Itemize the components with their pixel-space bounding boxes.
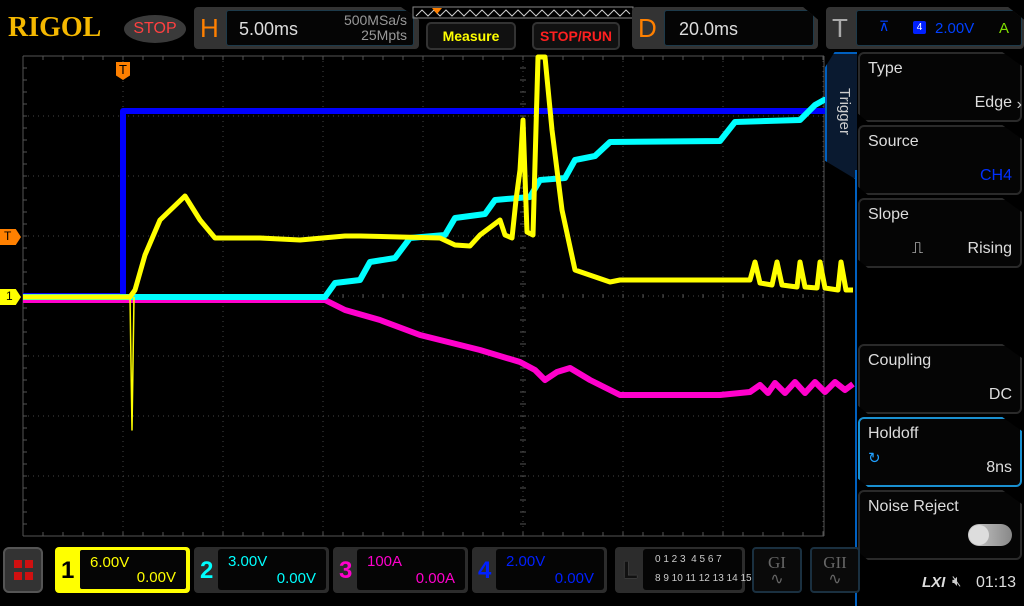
trigger-settings[interactable]: T ⊼ 4 2.00V A bbox=[826, 7, 1024, 49]
ch3-offset: 0.00A bbox=[415, 570, 455, 587]
sample-rate: 500MSa/s bbox=[343, 12, 407, 28]
ch3-scale: 100A bbox=[367, 553, 403, 570]
holdoff-menu-item[interactable]: Holdoff ↻ 8ns bbox=[858, 417, 1022, 487]
noise-reject-label: Noise Reject bbox=[868, 498, 959, 515]
speaker-muted-icon[interactable]: 🔇︎ bbox=[952, 573, 962, 590]
logic-channels-row1: 0 1 2 3 4 5 6 7 bbox=[655, 554, 722, 565]
coupling-menu-item[interactable]: Coupling DC bbox=[858, 344, 1022, 414]
trigger-tab-label: Trigger bbox=[836, 88, 853, 135]
generator-1-button[interactable]: GI ∿ bbox=[752, 547, 802, 593]
measure-button[interactable]: Measure bbox=[426, 22, 516, 50]
lxi-icon[interactable]: LXI bbox=[922, 574, 946, 591]
source-value: CH4 bbox=[979, 167, 1012, 184]
holdoff-label: Holdoff bbox=[868, 425, 919, 442]
ch3-trace bbox=[23, 297, 855, 398]
ch1-offset-marker[interactable]: 1 bbox=[0, 289, 21, 305]
ch4-settings[interactable]: 4 2.00V 0.00V bbox=[472, 547, 607, 593]
trigger-mode: A bbox=[998, 20, 1009, 37]
trigger-level: 2.00V bbox=[935, 20, 975, 37]
logic-channels-row2: 8 9 10 11 12 13 14 15 bbox=[655, 573, 752, 584]
ch4-label: 4 bbox=[478, 557, 492, 584]
ch4-trace bbox=[23, 108, 853, 299]
rigol-logo: RIGOL bbox=[8, 12, 102, 43]
ch4-scale: 2.00V bbox=[506, 553, 546, 570]
noise-reject-menu-item[interactable]: Noise Reject bbox=[858, 490, 1022, 560]
waveform-display[interactable] bbox=[0, 50, 858, 542]
trigger-label: T bbox=[832, 13, 848, 43]
logic-label: L bbox=[623, 557, 638, 584]
waveform-memory-overview bbox=[412, 6, 634, 19]
rising-edge-icon: ⊼ bbox=[879, 18, 890, 34]
ch1-trace bbox=[23, 54, 853, 300]
ch2-settings[interactable]: 2 3.00V 0.00V bbox=[194, 547, 329, 593]
ch1-scale: 6.00V bbox=[90, 554, 130, 571]
ch1-glitch bbox=[129, 296, 135, 431]
stop-run-button[interactable]: STOP/RUN bbox=[532, 22, 620, 50]
ch3-label: 3 bbox=[339, 557, 353, 584]
generator-2-label: GII bbox=[823, 553, 847, 572]
slope-value: Rising bbox=[967, 240, 1012, 257]
menu-border bbox=[855, 170, 857, 606]
source-menu-item[interactable]: Source CH4 bbox=[858, 125, 1022, 195]
generator-2-button[interactable]: GII ∿ bbox=[810, 547, 860, 593]
knob-icon: ↻ bbox=[868, 450, 881, 467]
ch3-settings[interactable]: 3 100A 0.00A bbox=[333, 547, 468, 593]
horizontal-label: H bbox=[200, 13, 219, 43]
ch2-label: 2 bbox=[200, 557, 214, 584]
type-label: Type bbox=[868, 60, 903, 77]
slope-label: Slope bbox=[868, 206, 909, 223]
trigger-menu-tab[interactable]: Trigger bbox=[825, 52, 857, 180]
chevron-right-icon: › bbox=[1016, 96, 1022, 113]
generator-1-label: GI bbox=[768, 553, 786, 572]
trigger-level-marker[interactable]: T bbox=[0, 229, 21, 245]
run-state-badge[interactable]: STOP bbox=[124, 15, 186, 43]
holdoff-value: 8ns bbox=[986, 459, 1012, 476]
coupling-label: Coupling bbox=[868, 352, 932, 369]
type-value: Edge bbox=[974, 94, 1012, 111]
app-menu-button[interactable] bbox=[3, 547, 43, 593]
timebase-value: 5.00ms bbox=[239, 19, 299, 39]
source-label: Source bbox=[868, 133, 919, 150]
ch1-offset: 0.00V bbox=[136, 569, 176, 586]
sine-wave-icon: ∿ bbox=[770, 571, 784, 588]
ch2-offset: 0.00V bbox=[276, 570, 316, 587]
ch2-scale: 3.00V bbox=[228, 553, 268, 570]
memory-depth: 25Mpts bbox=[361, 27, 407, 43]
delay-value: 20.0ms bbox=[679, 19, 739, 39]
ch1-settings[interactable]: 1 6.00V 0.00V bbox=[55, 547, 190, 593]
slope-menu-item[interactable]: Slope ⎍ Rising bbox=[858, 198, 1022, 268]
trigger-source-badge: 4 bbox=[913, 21, 926, 34]
clock-time: 01:13 bbox=[976, 574, 1017, 591]
delay-label: D bbox=[638, 13, 657, 43]
delay-settings[interactable]: D 20.0ms bbox=[632, 7, 818, 49]
horizontal-settings[interactable]: H 5.00ms 500MSa/s 25Mpts bbox=[194, 7, 419, 49]
sine-wave-icon: ∿ bbox=[828, 571, 842, 588]
grid-icon bbox=[14, 560, 22, 568]
ch1-label: 1 bbox=[61, 557, 75, 584]
coupling-value: DC bbox=[988, 386, 1012, 403]
logic-analyzer-settings[interactable]: L 0 1 2 3 4 5 6 7 8 9 10 11 12 13 14 15 bbox=[615, 547, 752, 593]
ch2-trace bbox=[23, 95, 854, 300]
rising-slope-icon: ⎍ bbox=[912, 240, 924, 257]
ch4-offset: 0.00V bbox=[554, 570, 594, 587]
type-menu-item[interactable]: Type Edge › bbox=[858, 52, 1022, 122]
trigger-position-marker[interactable]: T bbox=[116, 62, 130, 80]
noise-reject-toggle[interactable] bbox=[968, 524, 1012, 546]
